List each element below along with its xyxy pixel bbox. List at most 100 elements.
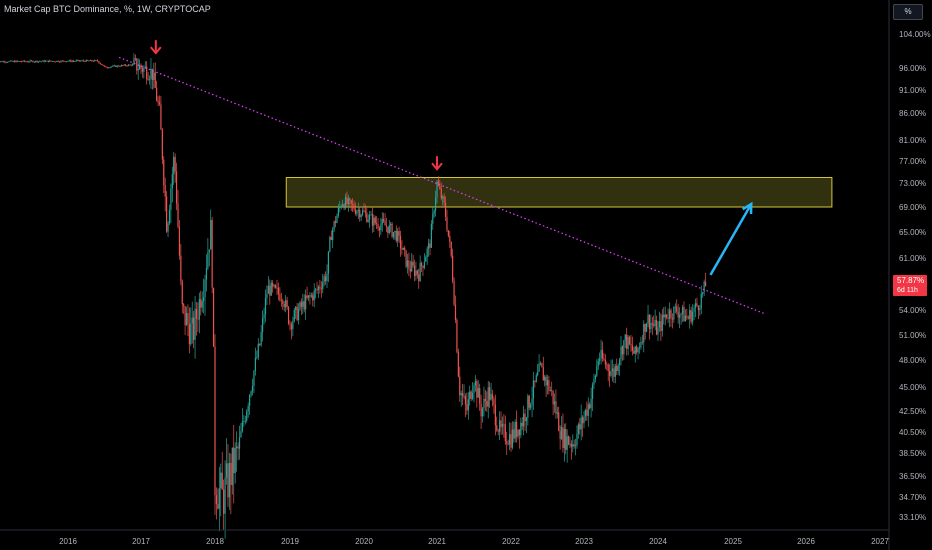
candle-body bbox=[518, 429, 521, 436]
candle-body bbox=[450, 241, 452, 256]
annotation-layer bbox=[150, 40, 753, 276]
candle-body bbox=[171, 174, 173, 189]
resistance-zone[interactable] bbox=[285, 177, 833, 208]
candle-body bbox=[399, 235, 402, 249]
y-tick-label: 54.00% bbox=[899, 306, 926, 315]
candle-body bbox=[339, 206, 341, 208]
candle-body bbox=[33, 61, 35, 63]
candle-body bbox=[297, 309, 300, 320]
red-down-arrow-head[interactable] bbox=[431, 162, 443, 171]
candle-body bbox=[600, 349, 602, 359]
candle-body bbox=[313, 290, 315, 301]
candle-body bbox=[459, 376, 461, 396]
candle-body bbox=[129, 64, 131, 66]
candle-body bbox=[583, 416, 585, 424]
red-down-arrow-head[interactable] bbox=[150, 46, 162, 55]
candle-body bbox=[525, 417, 528, 422]
candle-body bbox=[95, 60, 97, 61]
candle-body bbox=[374, 217, 376, 224]
candle-body bbox=[449, 235, 451, 242]
candle-body bbox=[70, 60, 72, 62]
candle-body bbox=[657, 327, 659, 335]
candle-body bbox=[207, 252, 209, 269]
candle-body bbox=[113, 65, 115, 67]
x-tick-label: 2021 bbox=[428, 537, 446, 546]
x-tick-label: 2017 bbox=[132, 537, 150, 546]
candle-body bbox=[233, 447, 235, 474]
candle-body bbox=[22, 60, 24, 62]
candle-body bbox=[205, 268, 208, 280]
candle-body bbox=[173, 156, 175, 175]
candle-body bbox=[88, 60, 90, 62]
candle-body bbox=[333, 221, 335, 230]
candle-body bbox=[584, 409, 587, 417]
candle-body bbox=[158, 102, 161, 105]
candle-body bbox=[634, 346, 636, 354]
candle-body bbox=[300, 302, 302, 307]
candle-body bbox=[623, 340, 625, 355]
candle-body bbox=[356, 211, 358, 214]
time-axis[interactable]: 2016 2017 2018 2019 2020 2021 2022 2023 2024 2025… bbox=[59, 537, 889, 546]
candle-body bbox=[673, 306, 675, 320]
candle-body bbox=[116, 65, 118, 67]
candle-body bbox=[551, 390, 553, 391]
candle-body bbox=[227, 463, 229, 498]
candle-body bbox=[573, 444, 575, 447]
candle-body bbox=[177, 203, 179, 227]
candle-body bbox=[147, 79, 149, 81]
candle-body bbox=[134, 58, 136, 60]
candle-body bbox=[342, 204, 344, 207]
candle-body bbox=[110, 66, 113, 68]
candle-body bbox=[648, 314, 651, 330]
candle-body bbox=[381, 219, 383, 225]
x-tick-label: 2024 bbox=[649, 537, 667, 546]
candle-body bbox=[261, 318, 264, 332]
candle-body bbox=[394, 230, 396, 233]
candle-body bbox=[589, 404, 591, 409]
candle-body bbox=[329, 237, 331, 252]
candle-body bbox=[60, 60, 62, 62]
candle-body bbox=[30, 60, 33, 62]
candle-body bbox=[607, 364, 609, 371]
candle-body bbox=[577, 424, 579, 434]
candle-body bbox=[416, 270, 418, 275]
candle-body bbox=[412, 261, 414, 266]
candle-body bbox=[156, 87, 158, 101]
candle-body bbox=[40, 61, 42, 63]
candle-body bbox=[12, 61, 14, 62]
candle-body bbox=[646, 323, 648, 332]
candle-body bbox=[460, 393, 462, 396]
cyan-up-arrow-head[interactable] bbox=[742, 201, 753, 215]
candle-body bbox=[75, 60, 78, 62]
candle-body bbox=[307, 295, 310, 298]
candle-body bbox=[693, 308, 695, 312]
candle-body bbox=[434, 197, 437, 211]
candle-body bbox=[616, 366, 618, 372]
candle-body bbox=[373, 217, 375, 226]
candle-body bbox=[676, 306, 678, 312]
candle-body bbox=[493, 398, 495, 405]
candle-body bbox=[208, 249, 210, 253]
candle-body bbox=[553, 401, 556, 405]
y-tick-label: 34.70% bbox=[899, 493, 926, 502]
candle-body bbox=[349, 198, 351, 201]
price-axis[interactable]: 104.00% 96.00% 91.00% 86.00% 81.00% 77.00% 73.… bbox=[899, 30, 931, 522]
candle-body bbox=[254, 357, 256, 371]
candle-body bbox=[590, 398, 592, 409]
cyan-up-arrow-shaft[interactable] bbox=[709, 203, 753, 276]
candle-body bbox=[112, 65, 114, 67]
percent-scale-toggle[interactable]: % bbox=[893, 4, 923, 20]
candle-body bbox=[419, 262, 421, 282]
candle-body bbox=[32, 60, 34, 63]
candle-body bbox=[655, 320, 658, 335]
candle-body bbox=[73, 60, 75, 62]
candle-body bbox=[579, 424, 581, 430]
candle-body bbox=[565, 428, 567, 450]
candle-body bbox=[109, 66, 111, 68]
y-tick-label: 36.50% bbox=[899, 472, 926, 481]
candle-body bbox=[46, 60, 48, 62]
candle-body bbox=[405, 250, 407, 267]
candle-body bbox=[15, 60, 17, 63]
candle-body bbox=[680, 313, 682, 315]
